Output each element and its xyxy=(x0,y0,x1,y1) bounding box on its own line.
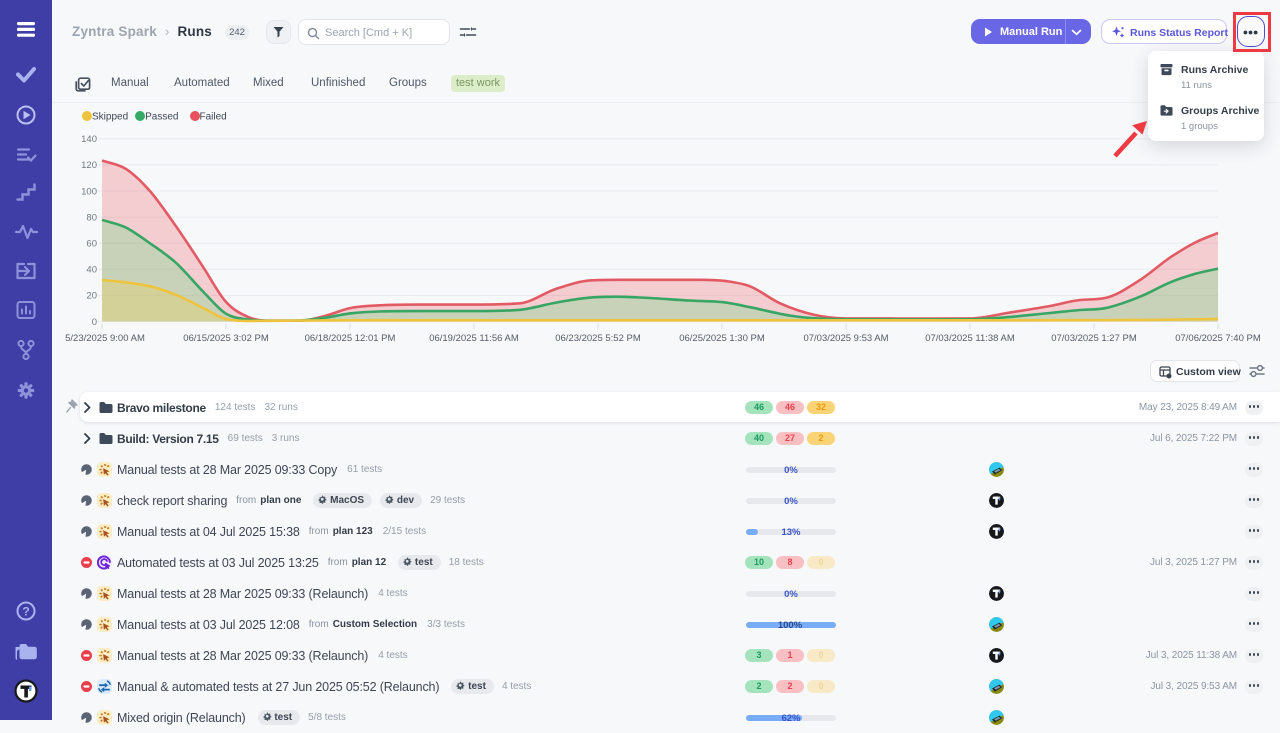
svg-text:?: ? xyxy=(22,605,29,619)
svg-text:07/03/2025 9:53 AM: 07/03/2025 9:53 AM xyxy=(803,333,888,344)
svg-text:07/03/2025 11:38 AM: 07/03/2025 11:38 AM xyxy=(925,333,1015,344)
svg-text:140: 140 xyxy=(81,134,97,145)
svg-text:20: 20 xyxy=(86,291,97,302)
svg-text:06/23/2025 5:52 PM: 06/23/2025 5:52 PM xyxy=(555,333,641,344)
svg-text:06/18/2025 12:01 PM: 06/18/2025 12:01 PM xyxy=(305,333,396,344)
svg-text:120: 120 xyxy=(81,160,97,171)
svg-text:0: 0 xyxy=(92,317,97,328)
svg-text:06/19/2025 11:56 AM: 06/19/2025 11:56 AM xyxy=(429,333,519,344)
svg-text:07/03/2025 1:27 PM: 07/03/2025 1:27 PM xyxy=(1051,333,1137,344)
svg-text:06/25/2025 1:30 PM: 06/25/2025 1:30 PM xyxy=(679,333,765,344)
svg-text:06/15/2025 3:02 PM: 06/15/2025 3:02 PM xyxy=(183,333,269,344)
svg-text:5/23/2025 9:00 AM: 5/23/2025 9:00 AM xyxy=(65,333,145,344)
svg-text:07/06/2025 7:40 PM: 07/06/2025 7:40 PM xyxy=(1175,333,1261,344)
svg-text:40: 40 xyxy=(86,265,97,276)
svg-text:60: 60 xyxy=(86,239,97,250)
svg-text:80: 80 xyxy=(86,212,97,223)
svg-text:100: 100 xyxy=(81,186,97,197)
